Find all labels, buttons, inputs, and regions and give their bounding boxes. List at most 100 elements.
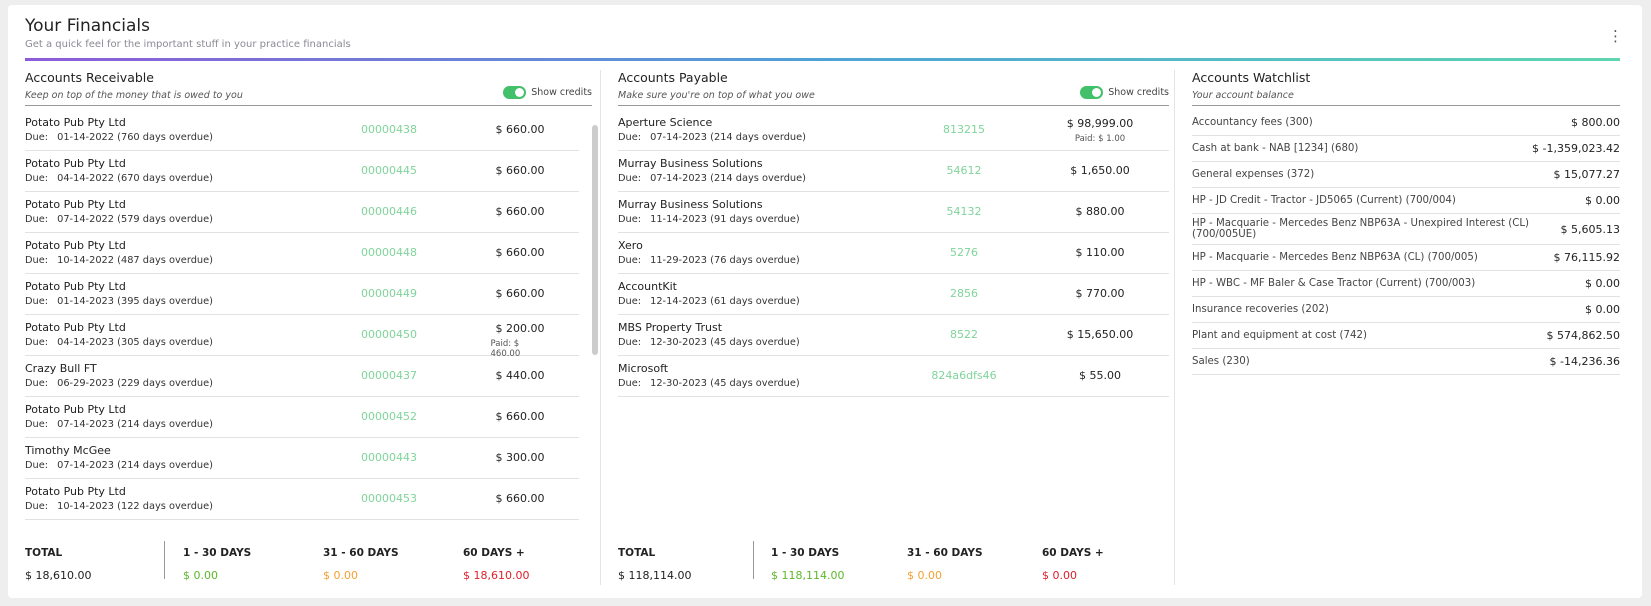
watchlist-row[interactable]: HP - Macquarie - Mercedes Benz NBP63A (C…	[1192, 245, 1620, 271]
summary-label: 1 - 30 DAYS	[771, 547, 840, 559]
invoice-ref[interactable]: 00000438	[361, 123, 417, 136]
due-text: 12-14-2023 (61 days overdue)	[650, 296, 800, 307]
watchlist-row[interactable]: Plant and equipment at cost (742) $ 574,8…	[1192, 323, 1620, 349]
due-label: Due:	[618, 337, 642, 348]
watchlist-row[interactable]: Insurance recoveries (202) $ 0.00	[1192, 297, 1620, 323]
invoice-ref[interactable]: 8522	[950, 328, 978, 341]
scrollbar	[592, 125, 598, 355]
invoice-ref[interactable]: 00000448	[361, 246, 417, 259]
due-date: Due: 07-14-2022 (579 days overdue)	[25, 214, 222, 225]
invoice-ref[interactable]: 00000446	[361, 205, 417, 218]
paid-amount: Paid: $ 460.00	[490, 339, 521, 359]
invoice-row[interactable]: Timothy McGee Due: 07-14-2023 (214 days ov…	[25, 438, 579, 479]
invoice-row[interactable]: Crazy Bull FT Due: 06-29-2023 (229 days ov…	[25, 356, 579, 397]
account-balance: $ -14,236.36	[1549, 355, 1620, 368]
account-name: Plant and equipment at cost (742)	[1192, 330, 1367, 341]
account-balance: $ -1,359,023.42	[1532, 142, 1620, 155]
watchlist-row[interactable]: HP - WBC - MF Baler & Case Tractor (Curr…	[1192, 271, 1620, 297]
invoice-row[interactable]: Potato Pub Pty Ltd Due: 01-14-2022 (760 da…	[25, 110, 579, 151]
watchlist-list: Accountancy fees (300) $ 800.00 Cash at ba…	[1192, 110, 1620, 375]
panel-header: Accounts Receivable Keep on top of the mo…	[25, 70, 592, 106]
watchlist-row[interactable]: Cash at bank - NAB [1234] (680) $ -1,359,…	[1192, 136, 1620, 162]
amount: $ 1,650.00	[1070, 164, 1130, 177]
watchlist-panel: Accounts Watchlist Your account balance Ac…	[1192, 70, 1620, 375]
due-date: Due: 07-14-2023 (214 days overdue)	[618, 173, 815, 184]
invoice-ref[interactable]: 54132	[946, 205, 982, 218]
invoice-row[interactable]: Xero Due: 11-29-2023 (76 days overdue) 5276…	[618, 233, 1169, 274]
invoice-row[interactable]: Potato Pub Pty Ltd Due: 01-14-2023 (395 da…	[25, 274, 579, 315]
due-date: Due: 10-14-2023 (122 days overdue)	[25, 501, 222, 512]
invoice-ref[interactable]: 54612	[946, 164, 982, 177]
summary-label: TOTAL	[25, 547, 63, 559]
contact-name: Potato Pub Pty Ltd	[25, 157, 126, 170]
invoice-ref[interactable]: 00000437	[361, 369, 417, 382]
watchlist-row[interactable]: HP - Macquarie - Mercedes Benz NBP63A - …	[1192, 214, 1620, 245]
watchlist-row[interactable]: Sales (230) $ -14,236.36	[1192, 349, 1620, 375]
payable-panel: Accounts Payable Make sure you're on top …	[618, 70, 1169, 520]
contact-name: Potato Pub Pty Ltd	[25, 485, 126, 498]
paid-amount: Paid: $ 1.00	[1074, 134, 1126, 144]
invoice-ref[interactable]: 00000445	[361, 164, 417, 177]
switch[interactable]	[1080, 86, 1104, 99]
watchlist-row[interactable]: HP - JD Credit - Tractor - JD5065 (Curre…	[1192, 188, 1620, 214]
invoice-row[interactable]: Potato Pub Pty Ltd Due: 07-14-2022 (579 da…	[25, 192, 579, 233]
switch[interactable]	[503, 86, 527, 99]
due-label: Due:	[25, 173, 49, 184]
account-balance: $ 76,115.92	[1553, 251, 1620, 264]
invoice-row[interactable]: Microsoft Due: 12-30-2023 (45 days overdue…	[618, 356, 1169, 397]
account-name: Cash at bank - NAB [1234] (680)	[1192, 143, 1359, 154]
invoice-ref[interactable]: 00000449	[361, 287, 417, 300]
amount: $ 660.00	[495, 205, 545, 218]
row-list: Aperture Science Due: 07-14-2023 (214 days…	[618, 110, 1169, 520]
invoice-row[interactable]: AccountKit Due: 12-14-2023 (61 days overdu…	[618, 274, 1169, 315]
summary-item: 31 - 60 DAYS $ 0.00	[323, 547, 399, 582]
due-label: Due:	[25, 132, 49, 143]
panel-title: Accounts Watchlist	[1192, 70, 1311, 85]
summary-divider	[753, 541, 754, 579]
amount: $ 300.00	[495, 451, 545, 464]
invoice-ref[interactable]: 813215	[943, 123, 985, 136]
account-name: Sales (230)	[1192, 356, 1250, 367]
account-balance: $ 574,862.50	[1546, 329, 1620, 342]
amount: $ 98,999.00	[1066, 117, 1134, 130]
watchlist-row[interactable]: General expenses (372) $ 15,077.27	[1192, 162, 1620, 188]
invoice-row[interactable]: Potato Pub Pty Ltd Due: 10-14-2022 (487 da…	[25, 233, 579, 274]
invoice-ref[interactable]: 00000453	[361, 492, 417, 505]
invoice-row[interactable]: Murray Business Solutions Due: 11-14-2023 …	[618, 192, 1169, 233]
invoice-ref[interactable]: 824a6dfs46	[931, 369, 997, 382]
invoice-ref[interactable]: 00000450	[361, 328, 417, 341]
invoice-row[interactable]: Aperture Science Due: 07-14-2023 (214 days…	[618, 110, 1169, 151]
summary-value: $ 0.00	[1042, 569, 1077, 582]
amount: $ 660.00	[495, 123, 545, 136]
due-date: Due: 01-14-2023 (395 days overdue)	[25, 296, 222, 307]
due-label: Due:	[618, 378, 642, 389]
invoice-ref[interactable]: 2856	[950, 287, 978, 300]
invoice-row[interactable]: Potato Pub Pty Ltd Due: 10-14-2023 (122 da…	[25, 479, 579, 520]
invoice-ref[interactable]: 5276	[950, 246, 978, 259]
invoice-ref[interactable]: 00000452	[361, 410, 417, 423]
amount: $ 660.00	[495, 287, 545, 300]
summary-value: $ 18,610.00	[25, 569, 92, 582]
summary-label: 1 - 30 DAYS	[183, 547, 252, 559]
receivable-panel: Accounts Receivable Keep on top of the mo…	[25, 70, 598, 520]
show-credits-toggle[interactable]: Show credits	[503, 86, 592, 99]
amount: $ 660.00	[495, 246, 545, 259]
menu-button[interactable]: ⋮	[1608, 27, 1623, 45]
invoice-ref[interactable]: 00000443	[361, 451, 417, 464]
due-date: Due: 06-29-2023 (229 days overdue)	[25, 378, 222, 389]
invoice-row[interactable]: MBS Property Trust Due: 12-30-2023 (45 day…	[618, 315, 1169, 356]
invoice-row[interactable]: Potato Pub Pty Ltd Due: 04-14-2022 (670 da…	[25, 151, 579, 192]
due-label: Due:	[25, 296, 49, 307]
due-text: 12-30-2023 (45 days overdue)	[650, 337, 800, 348]
invoice-row[interactable]: Potato Pub Pty Ltd Due: 07-14-2023 (214 da…	[25, 397, 579, 438]
invoice-row[interactable]: Potato Pub Pty Ltd Due: 04-14-2023 (305 da…	[25, 315, 579, 359]
summary-item: 60 DAYS + $ 18,610.00	[463, 547, 529, 582]
account-name: HP - JD Credit - Tractor - JD5065 (Curre…	[1192, 195, 1456, 206]
divider	[600, 70, 601, 585]
due-text: 07-14-2023 (214 days overdue)	[57, 460, 213, 471]
watchlist-row[interactable]: Accountancy fees (300) $ 800.00	[1192, 110, 1620, 136]
due-label: Due:	[25, 501, 49, 512]
invoice-row[interactable]: Murray Business Solutions Due: 07-14-2023 …	[618, 151, 1169, 192]
due-label: Due:	[618, 173, 642, 184]
show-credits-toggle[interactable]: Show credits	[1080, 86, 1169, 99]
